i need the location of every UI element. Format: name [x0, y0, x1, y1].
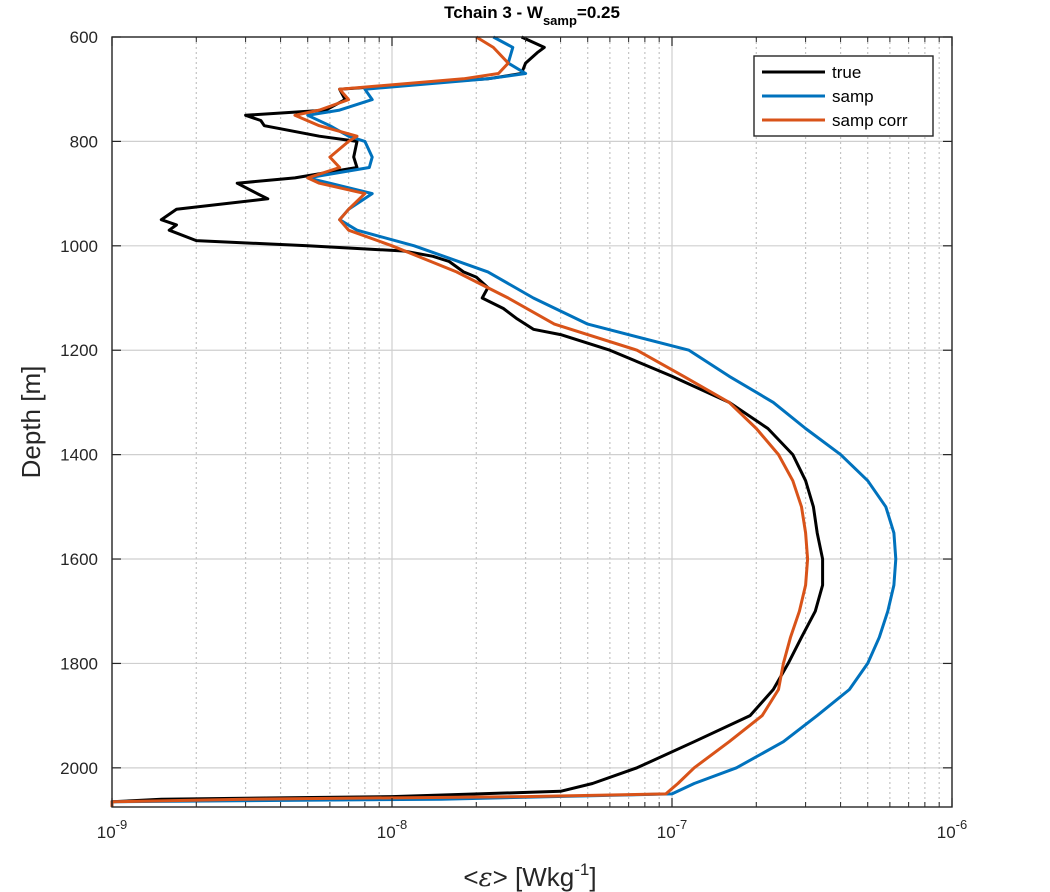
x-tick-label: 10-8	[377, 817, 407, 842]
y-tick-label: 1200	[60, 341, 98, 360]
x-tick-label: 10-6	[937, 817, 967, 842]
series-line-true	[110, 35, 825, 807]
legend-label-samp: samp	[832, 87, 874, 106]
legend-label-true: true	[832, 63, 861, 82]
y-tick-label: 1000	[60, 237, 98, 256]
x-tick-label: 10-7	[657, 817, 687, 842]
chart-title: Tchain 3 - Wsamp=0.25	[444, 3, 620, 28]
x-tick-label: 10-9	[97, 817, 127, 842]
plot-frame	[111, 36, 953, 808]
y-tick-label: 2000	[60, 759, 98, 778]
x-axis-label: <ε> [Wkg-1]	[463, 860, 596, 892]
y-tick-label: 1400	[60, 446, 98, 465]
y-tick-label: 1800	[60, 654, 98, 673]
y-axis-label: Depth [m]	[16, 366, 46, 479]
series-line-samp	[110, 35, 898, 807]
plot-background	[112, 37, 952, 807]
legend-label-samp-corr: samp corr	[832, 111, 908, 130]
series-line-samp-corr	[110, 35, 810, 807]
y-tick-label: 1600	[60, 550, 98, 569]
y-tick-label: 800	[70, 132, 98, 151]
series-layer	[110, 35, 898, 807]
y-tick-label: 600	[70, 28, 98, 47]
legend: true samp samp corr	[753, 55, 934, 137]
legend-box	[753, 55, 934, 137]
axes: 10-9 10-8 10-7 10-6 600 800 1000 1200 1400 1600 18…	[60, 28, 967, 842]
